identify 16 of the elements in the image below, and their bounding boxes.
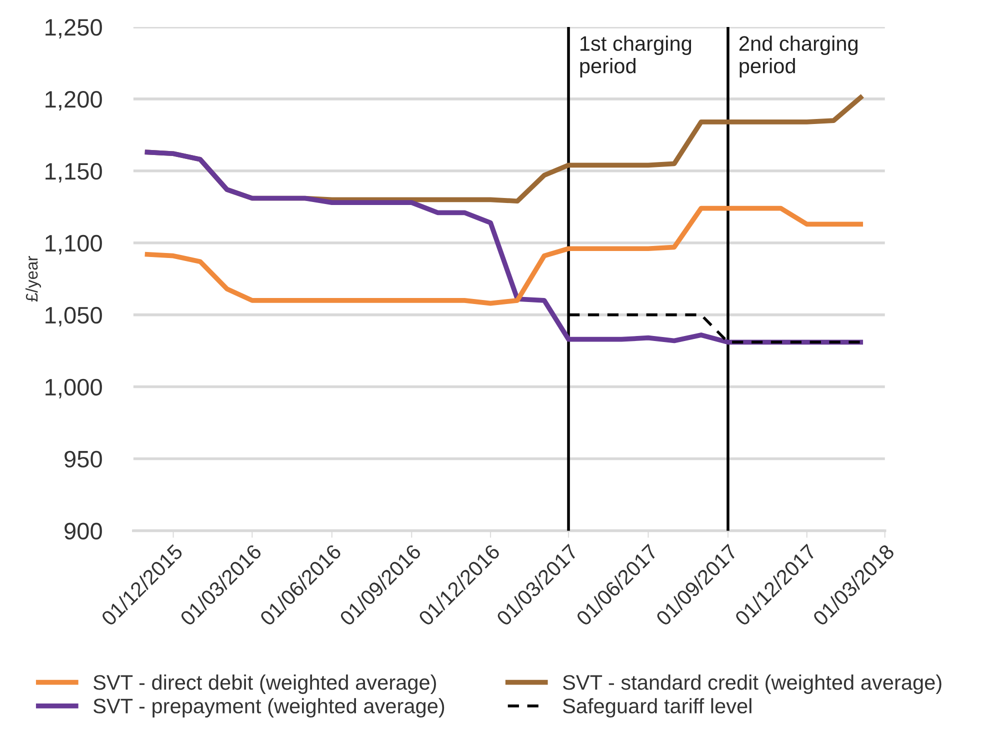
y-axis-title: £/year bbox=[25, 256, 42, 302]
ref-line-label: 2nd charging period bbox=[739, 36, 858, 78]
legend-label: SVT - direct debit (weighted average) bbox=[94, 674, 436, 694]
y-tick-label: 1,150 bbox=[46, 162, 102, 182]
ref-line-label: 1st charging period bbox=[580, 36, 692, 78]
legend-label: Safeguard tariff level bbox=[562, 698, 752, 718]
y-tick-label: 1,250 bbox=[46, 19, 102, 39]
y-tick-label: 1,100 bbox=[46, 234, 102, 254]
y-tick-label: 1,000 bbox=[46, 378, 102, 398]
line-series bbox=[144, 206, 864, 306]
y-tick-label: 1,200 bbox=[46, 91, 102, 111]
legend-label: SVT - prepayment (weighted average) bbox=[94, 698, 444, 718]
y-tick-label: 950 bbox=[64, 450, 102, 468]
y-tick-label: 900 bbox=[64, 522, 102, 540]
y-tick-label: 1,050 bbox=[46, 306, 102, 326]
legend-label: SVT - standard credit (weighted average) bbox=[562, 674, 942, 694]
